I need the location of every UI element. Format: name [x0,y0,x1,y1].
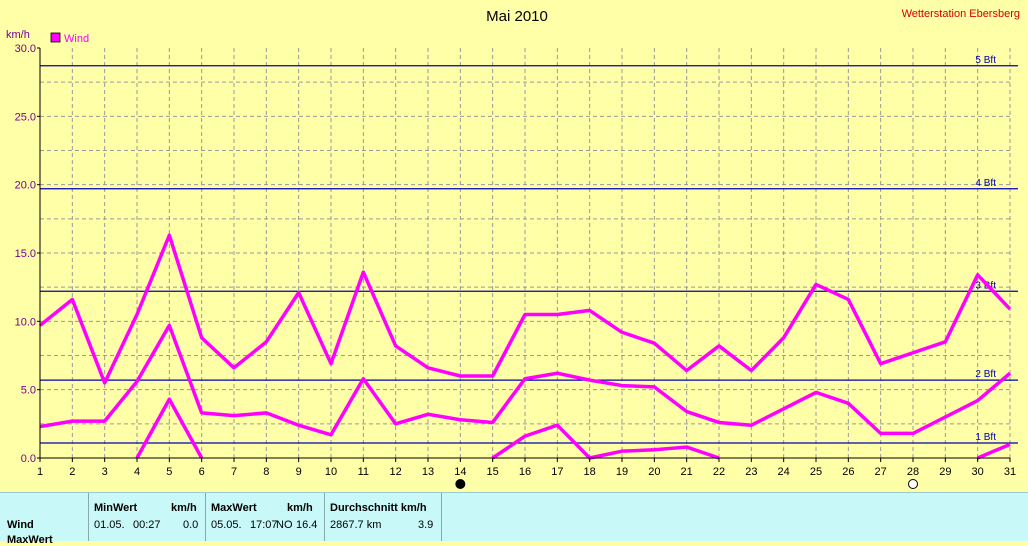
moon-markers [455,479,918,489]
x-tick-label: 1 [37,466,43,478]
x-tick-label: 3 [102,466,108,478]
x-tick-label: 31 [1004,466,1016,478]
station-name: Wetterstation Ebersberg [902,8,1020,20]
series-line-avg [39,323,1012,437]
divider [88,493,89,541]
x-tick-label: 12 [390,466,402,478]
x-tick-label: 4 [134,466,140,478]
min-header: MinWert [94,502,138,514]
x-tick-label: 7 [231,466,237,478]
x-tick-label: 9 [296,466,302,478]
legend-label: Wind [64,33,89,45]
min-time: 00:27 [133,519,161,531]
avg-distance: 2867.7 km [330,519,382,531]
row-label-wind: Wind [7,519,34,531]
min-unit-header: km/h [171,502,197,514]
series-line-min [976,442,1011,460]
bft-label: 1 Bft [975,432,996,443]
x-tick-label: 17 [551,466,563,478]
x-tick-label: 21 [681,466,693,478]
x-tick-label: 14 [454,466,466,478]
x-tick-label: 22 [713,466,725,478]
bft-label: 4 Bft [975,178,996,189]
x-tick-label: 10 [325,466,337,478]
divider [441,493,442,541]
max-direction: NO [276,519,293,531]
legend-swatch [50,32,61,43]
x-tick-label: 5 [166,466,172,478]
series-line-min [135,397,204,459]
x-tick-label: 6 [199,466,205,478]
x-tick-label: 30 [972,466,984,478]
x-tick-label: 20 [648,466,660,478]
x-tick-label: 15 [487,466,499,478]
divider [205,493,206,541]
avg-header: Durchschnitt km/h [330,502,427,514]
x-tick-label: 23 [745,466,757,478]
y-tick-label: 0.0 [21,453,36,465]
grid [40,48,1011,458]
y-tick-label: 10.0 [15,316,36,328]
max-date: 05.05. [211,519,242,531]
x-tick-label: 29 [939,466,951,478]
x-tick-label: 19 [616,466,628,478]
series-line-max [38,233,1012,385]
wind-chart: Mai 2010 Wetterstation Ebersberg km/h Wi… [6,8,1020,489]
x-tick-label: 8 [263,466,269,478]
y-axis-unit: km/h [6,29,30,41]
max-header: MaxWert [211,502,257,514]
avg-value: 3.9 [418,519,434,531]
x-tick-label: 13 [422,466,434,478]
x-tick-label: 28 [907,466,919,478]
min-date: 01.05. [94,519,125,531]
x-tick-label: 2 [69,466,75,478]
bft-label: 5 Bft [975,55,996,66]
chart-title: Mai 2010 [486,8,548,25]
bft-label: 2 Bft [975,369,996,380]
series-lines [38,233,1012,460]
x-tick-label: 24 [778,466,790,478]
max-time: 17:07 [250,519,278,531]
divider [324,493,325,541]
x-tick-label: 25 [810,466,822,478]
y-tick-label: 5.0 [21,385,36,397]
x-tick-label: 27 [875,466,887,478]
max-unit-header: km/h [287,502,313,514]
full-moon-icon [908,479,918,489]
row-label-maxwert: MaxWert [7,534,53,546]
y-tick-label: 25.0 [15,111,36,123]
x-tick-label: 11 [358,466,369,478]
axes: 0.05.010.015.020.025.030.01 2 3 4 5 6 7 8 9 10 11 1… [15,43,1017,478]
stats-panel: MinWert km/h MaxWert km/h Durchschnitt k… [0,492,1028,546]
new-moon-icon [455,479,466,489]
y-tick-label: 15.0 [15,248,36,260]
x-tick-label: 16 [519,466,531,478]
max-value: 16.4 [296,519,318,531]
x-tick-label: 26 [842,466,854,478]
series-line-min [491,423,720,460]
y-tick-label: 30.0 [15,43,36,55]
x-tick-label: 18 [584,466,596,478]
y-tick-label: 20.0 [15,180,36,192]
min-value: 0.0 [183,519,199,531]
